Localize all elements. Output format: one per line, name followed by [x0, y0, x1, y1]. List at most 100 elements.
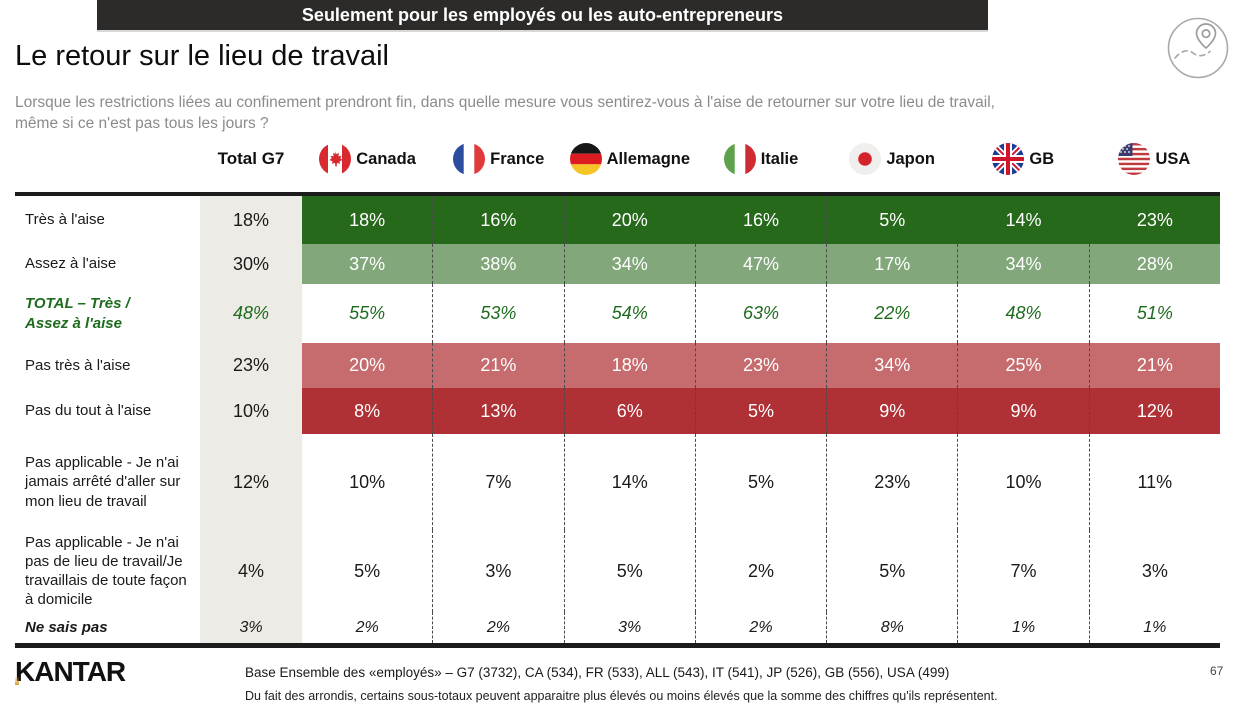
country-value: 8% [302, 388, 434, 434]
canada-flag-icon [319, 143, 352, 175]
country-value: 2% [696, 612, 828, 643]
row-label: Pas applicable - Je n'ai pas de lieu de … [25, 533, 187, 609]
country-value: 16% [433, 196, 565, 244]
country-value: 3% [1141, 560, 1168, 581]
column-header-italy: Italie [695, 143, 826, 175]
usa-flag-icon [1118, 143, 1151, 175]
japan-flag-icon [849, 143, 882, 175]
banner: Seulement pour les employés ou les auto-… [97, 0, 988, 30]
country-value: 17% [827, 244, 959, 284]
total-g7-value: 4% [200, 530, 302, 612]
total-g7-value: 12% [200, 434, 302, 530]
italy-flag-icon [723, 143, 756, 175]
row-label: Pas applicable - Je n'ai jamais arrêté d… [25, 454, 181, 510]
country-value: 1% [1143, 618, 1167, 636]
country-value: 25% [958, 343, 1090, 388]
country-value: 18% [564, 343, 696, 388]
country-value: 28% [1089, 244, 1220, 284]
row-label: TOTAL – Très / Assez à l'aise [25, 295, 130, 332]
country-value: 2% [302, 612, 434, 643]
rounding-note: Du fait des arrondis, certains sous-tota… [245, 689, 998, 703]
country-value: 10% [958, 434, 1090, 530]
country-value: 48% [958, 284, 1090, 343]
table-row: Assez à l'aise 30% 37% 38% 34% 47% 17% 34% 28% [15, 244, 1220, 284]
total-g7-value: 10% [200, 388, 302, 434]
country-value: 20% [302, 343, 434, 388]
country-value: 21% [1089, 343, 1220, 388]
column-header-uk: GB [958, 143, 1089, 175]
country-value: 63% [696, 284, 828, 343]
page-title: Le retour sur le lieu de travail [15, 40, 389, 72]
table-row: Pas applicable - Je n'ai pas de lieu de … [15, 530, 1220, 612]
country-value: 18% [302, 196, 434, 244]
country-value: 21% [433, 343, 565, 388]
country-value: 7% [958, 530, 1090, 612]
country-value: 20% [564, 196, 696, 244]
column-header-japan: Japon [827, 143, 958, 175]
country-value: 3% [565, 612, 696, 643]
country-value: 14% [565, 434, 696, 530]
kantar-logo: KANTAR [15, 656, 126, 688]
country-value: 22% [827, 284, 959, 343]
country-value: 2% [433, 612, 565, 643]
country-value: 9% [958, 388, 1090, 434]
page-number: 67 [1210, 664, 1224, 678]
total-g7-value: 18% [200, 196, 302, 244]
base-note: Base Ensemble des «employés» – G7 (3732)… [245, 665, 950, 680]
france-flag-icon [453, 143, 486, 175]
country-value: 16% [695, 196, 828, 244]
row-label: Assez à l'aise [25, 255, 117, 273]
kantar-logo-k: K [15, 656, 35, 687]
country-value: 23% [1089, 196, 1220, 244]
table-row: Pas du tout à l'aise 10% 8% 13% 6% 5% 9% 9% 12% [15, 388, 1220, 434]
country-value: 1% [958, 612, 1090, 643]
country-value: 2% [696, 530, 828, 612]
country-value: 5% [565, 530, 696, 612]
country-label: Japon [886, 149, 935, 168]
country-value: 34% [564, 244, 696, 284]
column-header-france: France [433, 143, 564, 175]
country-label: USA [1155, 149, 1191, 168]
country-value: 9% [827, 388, 959, 434]
country-value: 38% [433, 244, 565, 284]
uk-flag-icon [992, 143, 1025, 175]
country-value: 53% [433, 284, 565, 343]
table-row: Pas applicable - Je n'ai jamais arrêté d… [15, 434, 1220, 530]
column-header-canada: Canada [302, 143, 433, 175]
country-value: 12% [1089, 388, 1220, 434]
country-value: 5% [827, 530, 959, 612]
row-label: Très à l'aise [25, 211, 105, 229]
country-value: 6% [564, 388, 696, 434]
table-row: Ne sais pas 3% 2% 2% 3% 2% 8% 1% 1% [15, 612, 1220, 643]
country-label: GB [1029, 149, 1055, 168]
country-value: 13% [433, 388, 565, 434]
column-header-germany: Allemagne [564, 143, 695, 175]
row-label: Pas du tout à l'aise [25, 402, 152, 420]
country-value: 5% [695, 388, 828, 434]
country-label: France [490, 149, 545, 168]
country-label: Allemagne [606, 149, 691, 168]
germany-flag-icon [569, 143, 602, 175]
row-label: Pas très à l'aise [25, 356, 131, 374]
country-value: 5% [696, 434, 828, 530]
country-value: 54% [565, 284, 696, 343]
country-value: 7% [433, 434, 565, 530]
country-value: 34% [958, 244, 1090, 284]
country-value: 8% [827, 612, 959, 643]
banner-text: Seulement pour les employés ou les auto-… [301, 4, 784, 25]
table-body: Très à l'aise 18% 18% 16% 20% 16% 5% 14% 23% Asse… [15, 196, 1220, 643]
country-value: 3% [433, 530, 565, 612]
question-text: Lorsque les restrictions liées au confin… [15, 94, 995, 133]
table-row: TOTAL – Très / Assez à l'aise 48% 55% 53% 54… [15, 284, 1220, 343]
table-header: Total G7 Canada [15, 133, 1220, 185]
total-g7-value: 23% [200, 343, 302, 388]
total-g7-value: 3% [200, 612, 302, 643]
total-g7-label: Total G7 [217, 149, 285, 168]
route-map-pin-icon [1166, 16, 1230, 80]
country-value: 11% [1137, 471, 1173, 492]
country-value: 34% [827, 343, 959, 388]
country-value: 23% [695, 343, 828, 388]
kantar-logo-rest: ANTAR [34, 656, 126, 687]
country-value: 47% [695, 244, 828, 284]
